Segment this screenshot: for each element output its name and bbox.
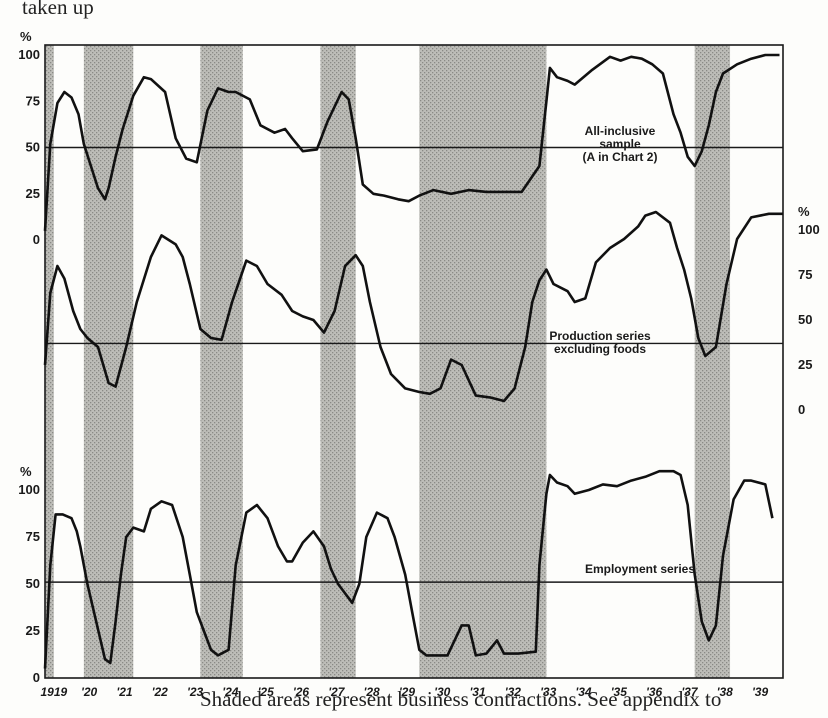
all-inclusive-y-tick: 25: [26, 186, 40, 201]
contraction-band-2: [83, 45, 134, 678]
contraction-band-6: [694, 45, 731, 678]
employment-y-tick: 100: [18, 482, 40, 497]
x-tick-label: '39: [752, 685, 769, 699]
all-inclusive-y-tick: 75: [26, 93, 40, 108]
plot-frame: [44, 44, 784, 679]
production-y-tick: 0: [798, 402, 805, 417]
production-y-tick: 25: [798, 357, 812, 372]
x-tick-label: '29: [399, 685, 416, 699]
all-inclusive-y-tick: 0: [33, 232, 40, 247]
all-inclusive-label: (A in Chart 2): [583, 150, 658, 164]
x-tick-label: '22: [152, 685, 169, 699]
employment-y-tick: 25: [26, 623, 40, 638]
all-inclusive-label: sample: [599, 137, 641, 151]
production-label: Production series: [549, 329, 651, 343]
x-tick-label: '37: [681, 685, 699, 699]
x-tick-label: '27: [328, 685, 346, 699]
contraction-band-1: [45, 45, 54, 678]
contraction-band-5: [419, 45, 547, 678]
production-y-unit: %: [798, 204, 810, 219]
all-inclusive-label: All-inclusive: [585, 124, 656, 138]
x-tick-label: '25: [258, 685, 275, 699]
x-tick-label: '23: [187, 685, 204, 699]
bottom-caption: Shaded areas represent business contract…: [200, 687, 721, 711]
production-series-line: [43, 210, 783, 403]
employment-series-line: [43, 469, 774, 669]
employment-y-unit: %: [20, 464, 32, 479]
x-tick-label: '32: [505, 685, 522, 699]
production-label: excluding foods: [554, 342, 646, 356]
production-y-tick: 100: [798, 222, 820, 237]
x-tick-label: '36: [646, 685, 663, 699]
employment-y-tick: 0: [33, 670, 40, 685]
all-inclusive-y-unit: %: [20, 29, 32, 44]
employment-y-tick: 50: [26, 576, 40, 591]
x-tick-label: '24: [222, 685, 239, 699]
top-caption: taken up: [22, 0, 94, 19]
x-tick-label: '28: [364, 685, 381, 699]
contraction-band-4: [320, 45, 356, 678]
x-tick-label: 1919: [40, 685, 67, 699]
x-tick-label: '35: [611, 685, 628, 699]
all-inclusive-y-tick: 50: [26, 140, 40, 155]
x-tick-label: '20: [81, 685, 98, 699]
x-tick-label: '33: [540, 685, 557, 699]
employment-y-tick: 75: [26, 529, 40, 544]
all-inclusive-y-tick: 100: [18, 47, 40, 62]
all-inclusive-series-line: [43, 53, 780, 231]
x-tick-label: '38: [717, 685, 734, 699]
contraction-shading: [45, 45, 731, 678]
x-tick-label: '31: [469, 685, 486, 699]
employment-label: Employment series: [585, 562, 695, 576]
x-tick-label: '26: [293, 685, 310, 699]
x-tick-label: '34: [575, 685, 592, 699]
production-y-tick: 50: [798, 312, 812, 327]
contraction-band-3: [200, 45, 243, 678]
x-tick-label: '30: [434, 685, 451, 699]
production-y-tick: 75: [798, 267, 812, 282]
x-tick-label: '21: [116, 685, 133, 699]
